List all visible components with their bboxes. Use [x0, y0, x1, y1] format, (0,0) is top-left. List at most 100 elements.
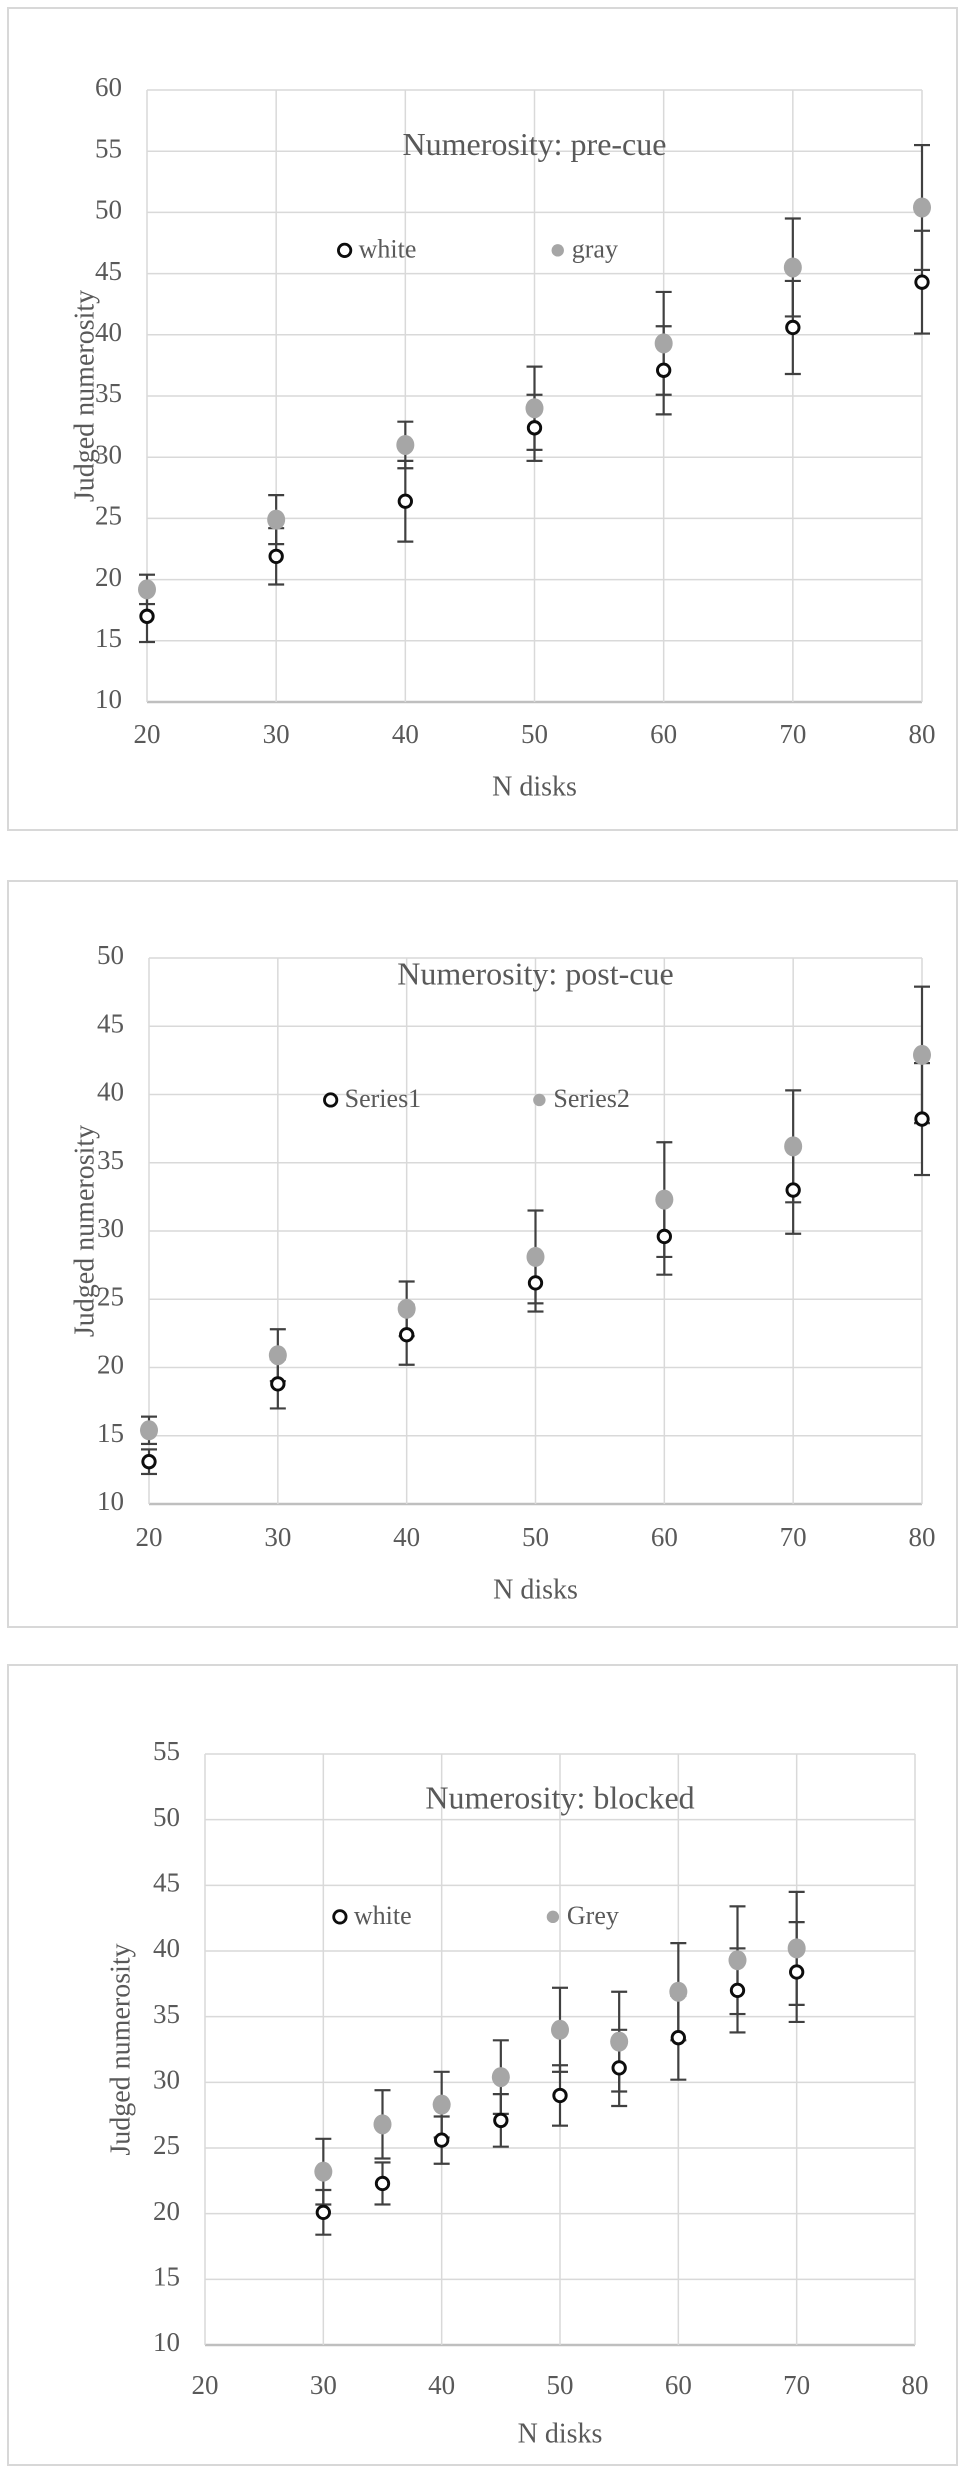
x-tick-label: 60: [665, 2370, 692, 2400]
y-tick-label: 30: [95, 439, 122, 469]
x-axis-label: N disks: [518, 2418, 603, 2449]
x-tick-label: 20: [134, 719, 161, 749]
chart-panel-blocked: 10 15 20 25 30 35 40 45 50 55 20 30 40 50 60 70 80 Numero…: [7, 1664, 958, 2466]
data-point-filled: [728, 1950, 747, 1971]
data-point-open: [399, 1327, 415, 1343]
data-point-filled: [138, 579, 156, 600]
legend-label: white: [354, 1901, 412, 1930]
chart-title: Numerosity: blocked: [425, 1780, 694, 1816]
x-tick-label: 80: [909, 1522, 936, 1552]
y-tick-label: 60: [95, 72, 122, 102]
chart-title: Numerosity: pre-cue: [403, 126, 667, 162]
chart-panel-post-cue: 10 15 20 25 30 35 40 45 50 20 30 40 50 60 70 80 Numerosi…: [7, 880, 958, 1628]
data-point-filled: [268, 1345, 287, 1366]
y-tick-label: 40: [97, 1077, 124, 1107]
data-point-open: [315, 2204, 331, 2221]
x-tick-label: 40: [393, 1522, 420, 1552]
x-tick-label: 50: [521, 719, 548, 749]
x-tick-label: 60: [651, 1522, 678, 1552]
y-tick-label: 55: [95, 133, 122, 163]
data-point-filled: [655, 1189, 674, 1210]
data-point-open: [139, 608, 155, 624]
y-axis-label: Judged numerosity: [69, 290, 100, 502]
data-point-filled: [784, 1136, 803, 1157]
y-tick-label: 10: [97, 1486, 124, 1516]
y-tick-label: 35: [97, 1145, 124, 1175]
data-point-open: [914, 1111, 930, 1127]
x-tick-label: 50: [547, 2370, 574, 2400]
data-point-open: [374, 2175, 391, 2192]
x-tick-label: 50: [522, 1522, 549, 1552]
y-tick-label: 40: [153, 1933, 180, 1963]
x-axis-label: N disks: [492, 771, 577, 802]
data-point-filled: [373, 2114, 392, 2135]
data-point-filled: [913, 1044, 931, 1065]
data-point-open: [526, 420, 543, 436]
y-tick-label: 20: [153, 2196, 180, 2226]
data-point-open: [914, 274, 930, 290]
y-tick-label: 30: [97, 1213, 124, 1243]
x-tick-label: 30: [310, 2370, 337, 2400]
data-point-filled: [783, 257, 802, 278]
chart-panel-pre-cue: 10 15 20 25 30 35 40 45 50 55 60 20 30 40 50 60 70 80 Nume…: [7, 7, 958, 831]
x-tick-label: 30: [263, 719, 290, 749]
data-point-open: [493, 2112, 509, 2129]
y-tick-label: 55: [153, 1736, 180, 1766]
data-point-filled: [610, 2031, 629, 2052]
data-point-open: [397, 493, 413, 509]
y-axis-label: Judged numerosity: [69, 1125, 100, 1337]
y-tick-label: 35: [95, 378, 122, 408]
y-tick-label: 30: [153, 2065, 180, 2095]
data-point-filled: [396, 434, 415, 455]
y-tick-label: 35: [153, 1999, 180, 2029]
data-point-open: [670, 2030, 686, 2046]
data-point-open: [611, 2060, 627, 2076]
data-point-filled: [397, 1298, 416, 1319]
y-tick-label: 25: [97, 1281, 124, 1311]
legend-label: Series1: [345, 1084, 422, 1113]
data-point-filled: [140, 1420, 158, 1441]
y-axis-label: Judged numerosity: [105, 1943, 136, 2155]
y-tick-label: 15: [95, 623, 122, 653]
chart-title: Numerosity: post-cue: [397, 955, 673, 991]
chart-svg-post-cue: 10 15 20 25 30 35 40 45 50 20 30 40 50 60 70 80 Numerosi…: [69, 940, 936, 1605]
data-point-filled: [787, 1938, 806, 1959]
y-tick-label: 10: [153, 2327, 180, 2357]
legend-label: Grey: [567, 1901, 619, 1930]
y-tick-label: 45: [97, 1008, 124, 1038]
data-point-open: [729, 1982, 746, 1999]
y-tick-label: 10: [95, 684, 122, 714]
x-tick-label: 70: [780, 1522, 807, 1552]
data-point-open: [552, 2087, 568, 2104]
y-tick-label: 50: [153, 1802, 180, 1832]
legend-open-circle-icon: [332, 1909, 348, 1925]
x-tick-label: 30: [264, 1522, 291, 1552]
data-point-open: [270, 1376, 286, 1392]
legend-label: white: [359, 234, 417, 263]
data-point-open: [656, 1228, 672, 1245]
x-tick-label: 40: [392, 719, 419, 749]
chart-svg-blocked: 10 15 20 25 30 35 40 45 50 55 20 30 40 50 60 70 80 Numero…: [105, 1736, 929, 2449]
x-tick-label: 70: [783, 2370, 810, 2400]
data-point-open: [785, 319, 801, 336]
x-tick-label: 40: [428, 2370, 455, 2400]
y-tick-label: 45: [153, 1868, 180, 1898]
legend-open-circle-icon: [323, 1092, 339, 1108]
y-tick-label: 20: [97, 1350, 124, 1380]
data-point-filled: [491, 2067, 510, 2088]
x-tick-label: 20: [192, 2370, 219, 2400]
data-point-open: [434, 2132, 450, 2148]
x-tick-label: 80: [902, 2370, 929, 2400]
y-tick-label: 50: [97, 940, 124, 970]
x-tick-label: 20: [136, 1522, 163, 1552]
legend-open-circle-icon: [337, 242, 353, 258]
data-point-open: [268, 548, 284, 564]
data-point-open: [789, 1964, 805, 1980]
x-tick-label: 80: [909, 719, 936, 749]
data-point-open: [656, 362, 672, 378]
y-tick-label: 25: [153, 2130, 180, 2160]
data-point-filled: [551, 2019, 569, 2040]
legend-filled-circle-icon: [551, 244, 564, 257]
x-axis-label: N disks: [493, 1574, 578, 1605]
chart-svg-pre-cue: 10 15 20 25 30 35 40 45 50 55 60 20 30 40 50 60 70 80 Nume…: [69, 72, 936, 802]
